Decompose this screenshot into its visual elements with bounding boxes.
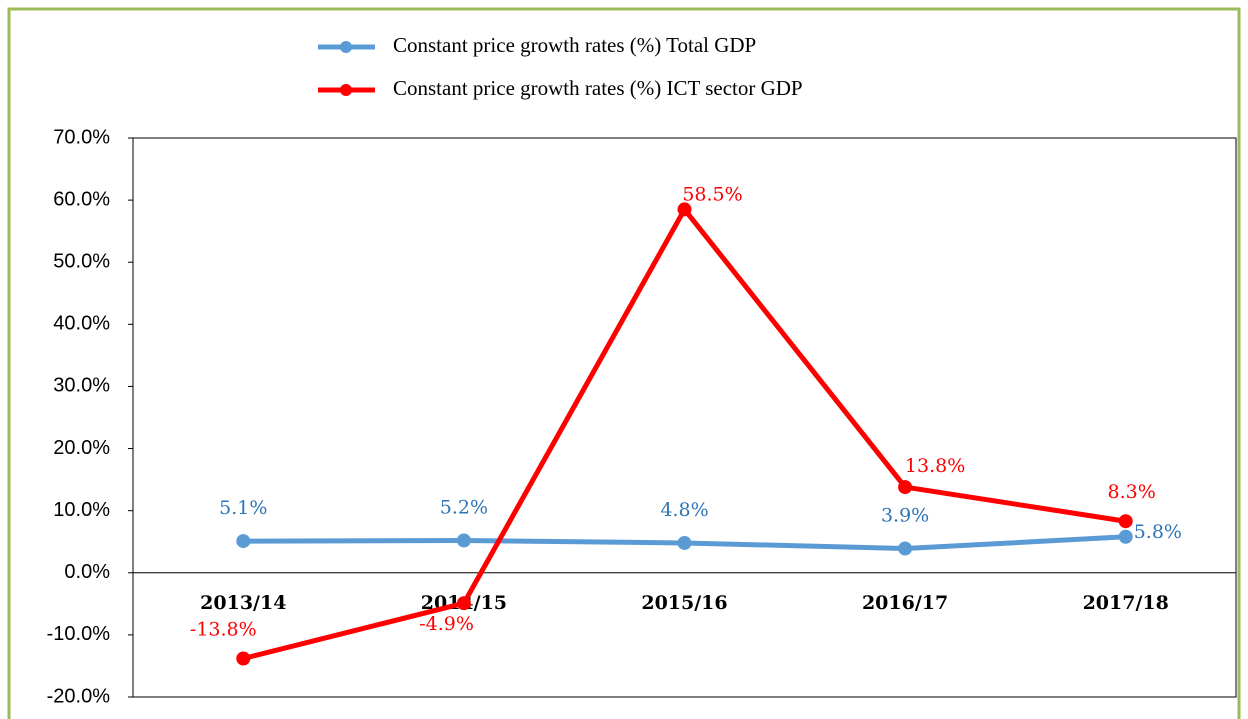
y-tick-label: 30.0% bbox=[53, 375, 110, 397]
point bbox=[898, 480, 913, 495]
legend-marker bbox=[340, 84, 352, 96]
y-tick-label: 20.0% bbox=[53, 437, 110, 459]
x-tick-label: 2017/18 bbox=[1083, 592, 1169, 614]
frame bbox=[7, 7, 1241, 719]
point bbox=[236, 651, 251, 666]
y-tick-label: 60.0% bbox=[53, 188, 110, 210]
data-label: 4.8% bbox=[660, 499, 708, 521]
point bbox=[677, 535, 692, 550]
point bbox=[1118, 529, 1133, 544]
data-label: 8.3% bbox=[1108, 481, 1156, 503]
data-label: 5.8% bbox=[1134, 521, 1182, 543]
y-tick-label: 10.0% bbox=[53, 499, 110, 521]
point bbox=[677, 202, 692, 217]
data-label: -13.8% bbox=[190, 618, 257, 640]
data-label: 13.8% bbox=[905, 455, 965, 477]
x-tick-label: 2016/17 bbox=[862, 592, 948, 614]
point bbox=[898, 541, 913, 556]
legend-label: Constant price growth rates (%) Total GD… bbox=[393, 33, 756, 57]
y-tick-label: 50.0% bbox=[53, 251, 110, 273]
point bbox=[456, 596, 471, 611]
y-tick-label: 40.0% bbox=[53, 313, 110, 335]
legend-label: Constant price growth rates (%) ICT sect… bbox=[393, 76, 803, 100]
data-label: -4.9% bbox=[419, 613, 474, 635]
plot-area bbox=[132, 137, 1237, 698]
y-tick-label: -10.0% bbox=[47, 623, 111, 645]
legend-marker bbox=[340, 41, 352, 53]
point bbox=[1118, 514, 1133, 529]
point bbox=[456, 533, 471, 548]
x-tick-label: 2013/14 bbox=[200, 592, 286, 614]
y-tick-label: 70.0% bbox=[53, 126, 110, 148]
y-tick-label: 0.0% bbox=[64, 561, 110, 583]
x-tick-label: 2015/16 bbox=[641, 592, 727, 614]
point bbox=[236, 534, 251, 549]
y-tick-label: -20.0% bbox=[47, 685, 111, 707]
data-label: 5.1% bbox=[219, 497, 267, 519]
data-label: 3.9% bbox=[881, 505, 929, 527]
data-label: 58.5% bbox=[682, 183, 742, 205]
data-label: 5.2% bbox=[440, 496, 488, 518]
